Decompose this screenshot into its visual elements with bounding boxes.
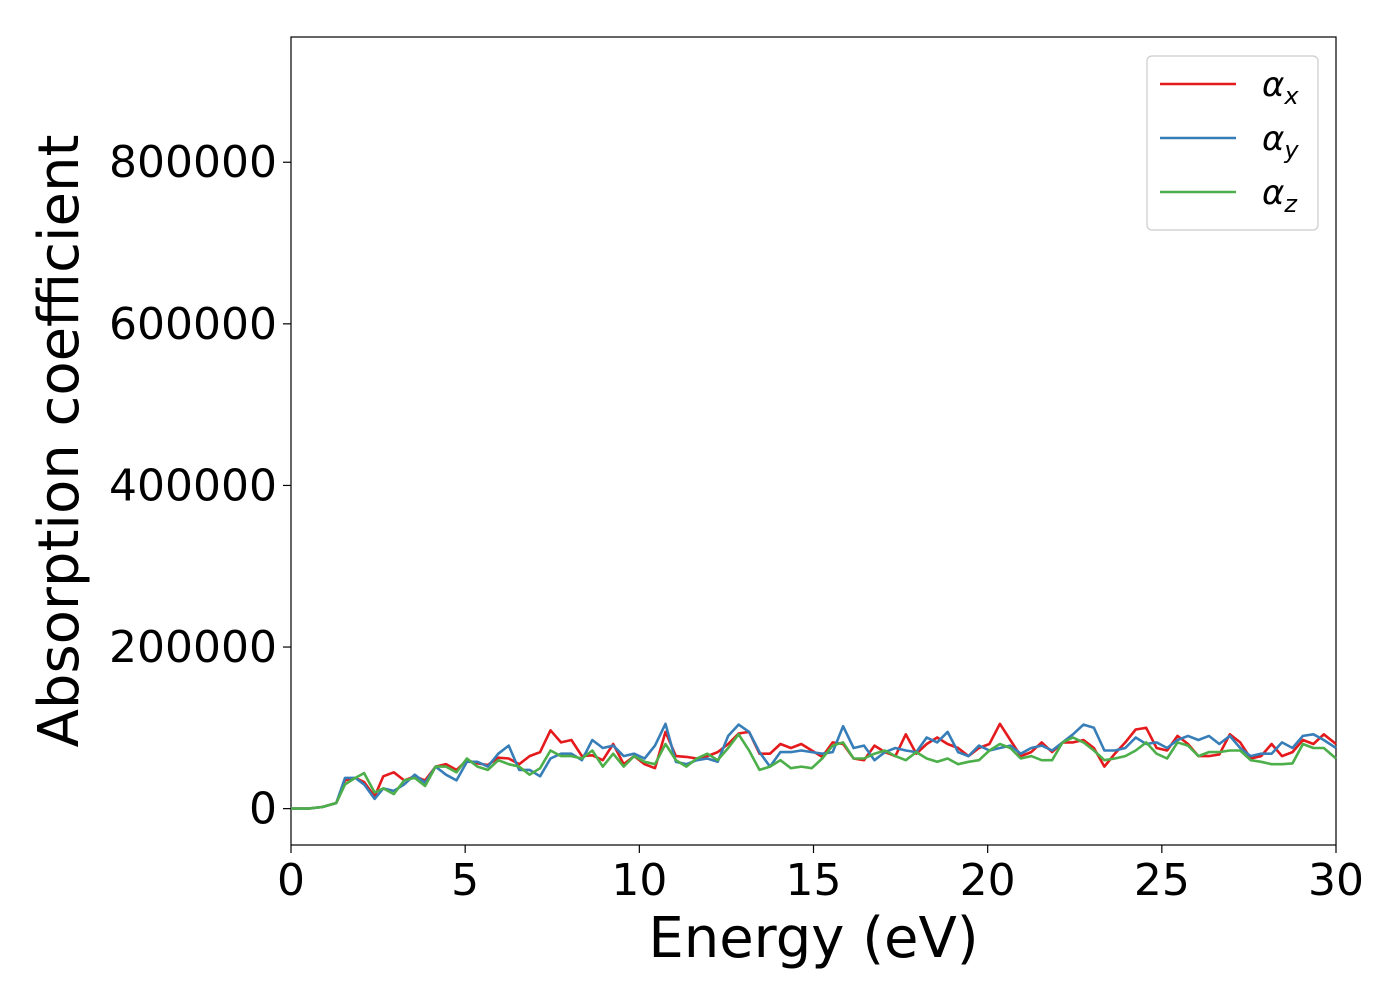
x-tick-label: 20 xyxy=(960,855,1016,906)
legend-box xyxy=(1146,55,1319,231)
x-tick-label: 5 xyxy=(451,855,479,906)
x-tick-label: 0 xyxy=(277,855,305,906)
y-tick-label: 800000 xyxy=(109,137,277,188)
y-axis-label: Absorption coefficient xyxy=(27,135,92,748)
series-lines xyxy=(291,722,1337,810)
y-tick-label: 200000 xyxy=(109,622,277,673)
y-ticks: 0 200000 400000 600000 800000 xyxy=(109,137,291,835)
y-tick-label: 400000 xyxy=(109,460,277,511)
x-axis-label: Energy (eV) xyxy=(648,906,978,971)
y-tick-label: 0 xyxy=(249,784,277,835)
x-tick-label: 25 xyxy=(1134,855,1190,906)
y-tick-label: 600000 xyxy=(109,299,277,350)
x-ticks: 0 5 10 15 20 25 30 xyxy=(277,845,1364,906)
x-tick-label: 15 xyxy=(786,855,842,906)
series-line-alpha-z xyxy=(291,732,1337,810)
x-tick-label: 10 xyxy=(611,855,667,906)
x-tick-label: 30 xyxy=(1308,855,1364,906)
